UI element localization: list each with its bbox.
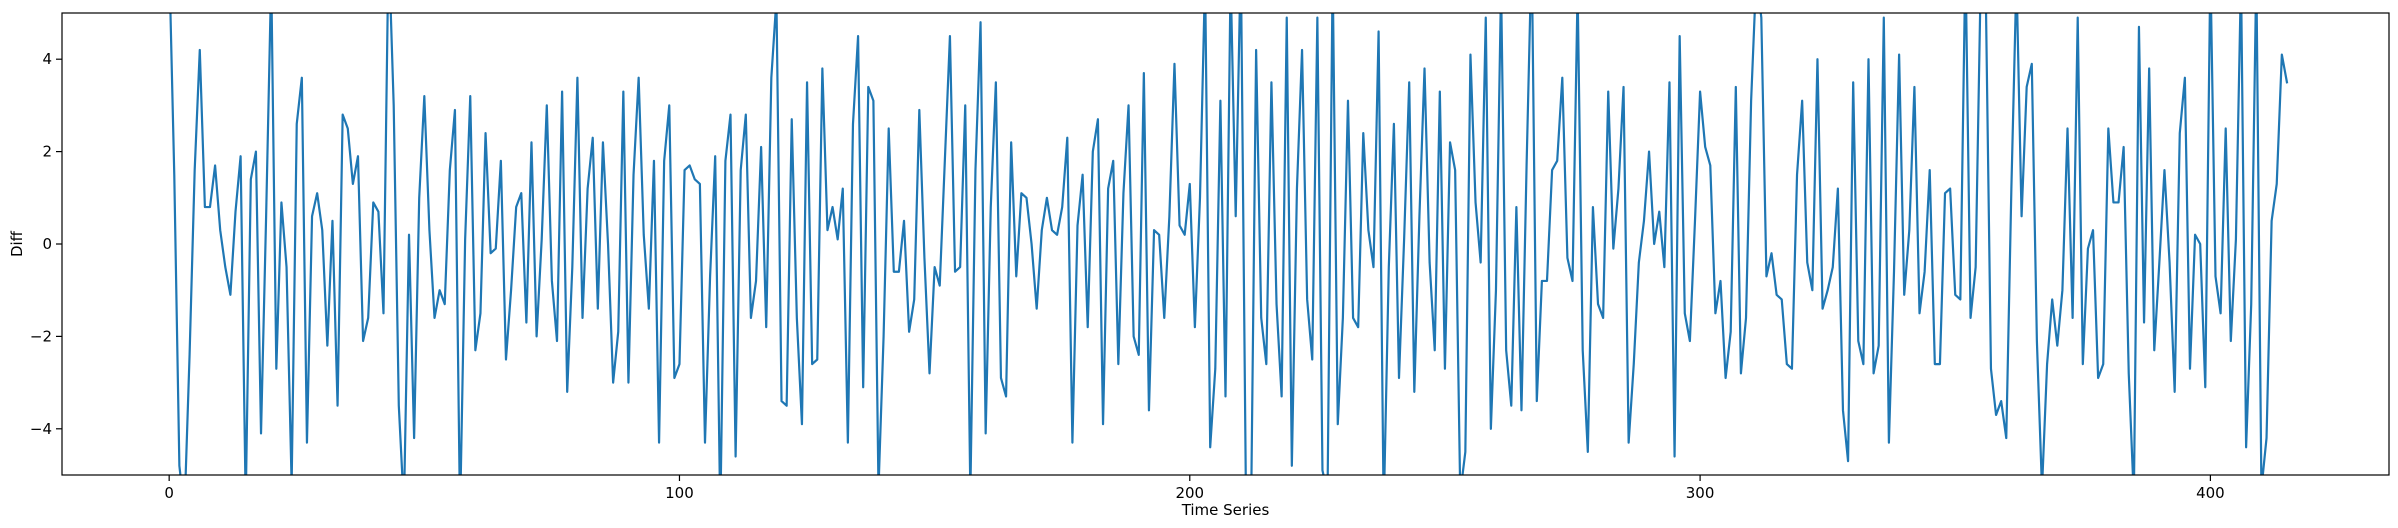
- x-tick-label: 200: [1175, 484, 1204, 502]
- y-axis-label: Diff: [8, 230, 26, 257]
- x-tick-label: 300: [1686, 484, 1715, 502]
- x-axis-ticks: 0 100 200 300 400: [164, 475, 2225, 502]
- y-tick-label: 0: [42, 235, 52, 253]
- plot-area: [62, 13, 2389, 475]
- x-tick-label: 400: [2196, 484, 2225, 502]
- y-tick-label: 2: [42, 143, 52, 161]
- x-tick-label: 0: [164, 484, 174, 502]
- x-tick-label: 100: [665, 484, 694, 502]
- plot-background: [62, 13, 2389, 475]
- y-tick-label: −4: [30, 420, 52, 438]
- y-tick-label: 4: [42, 50, 52, 68]
- y-tick-label: −2: [30, 327, 52, 345]
- series-line: [169, 13, 2289, 475]
- x-axis-label: Time Series: [1181, 501, 1270, 519]
- y-axis-ticks: −4 −2 0 2 4: [30, 50, 62, 438]
- plot-frame: [61, 12, 2390, 476]
